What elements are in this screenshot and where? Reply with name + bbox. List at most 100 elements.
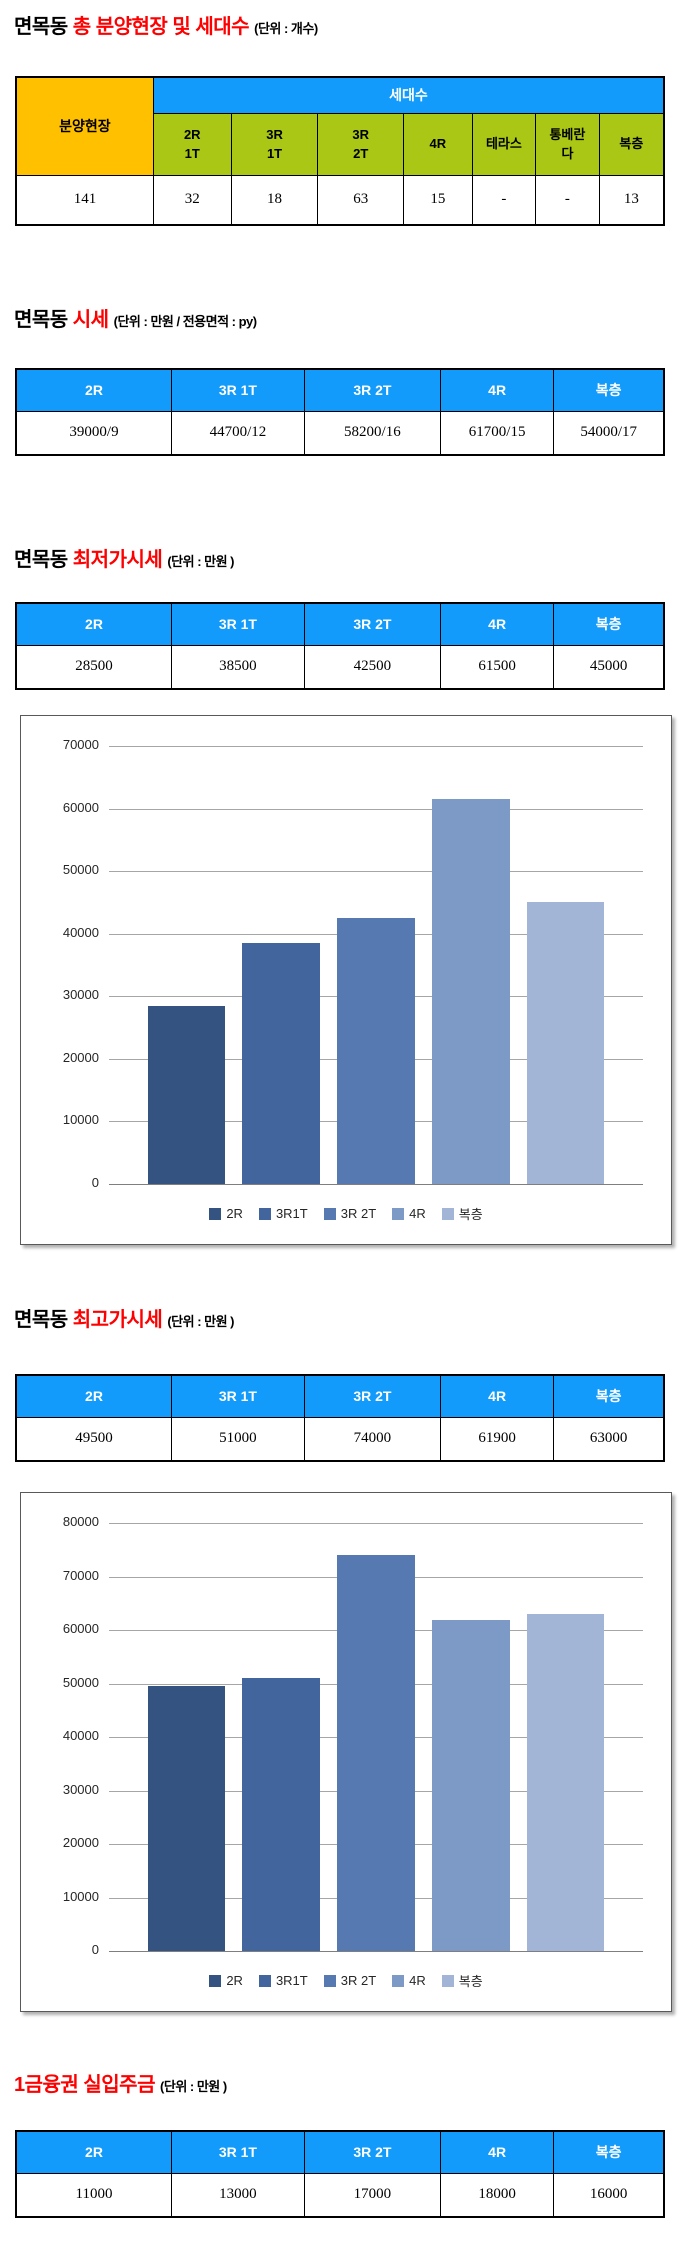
column-header: 통베란 다 <box>535 112 600 176</box>
gridline <box>109 746 643 747</box>
legend-swatch <box>441 1207 454 1220</box>
value-cell: 38500 <box>171 644 305 690</box>
value-cell: 42500 <box>303 644 441 690</box>
y-axis-tick-label: 60000 <box>62 799 99 815</box>
column-header: 복층 <box>553 368 665 412</box>
column-header: 4R <box>439 602 555 646</box>
bar-3R 2T <box>337 1555 415 1951</box>
value-cell: 74000 <box>303 1416 441 1462</box>
section-title-loan: 1금융권 실입주금 (단위 : 만원 ) <box>14 2068 227 2097</box>
legend-swatch <box>258 1974 271 1987</box>
column-header: 3R 1T <box>171 2130 305 2174</box>
bar-4R <box>431 799 510 1184</box>
column-header: 복층 <box>553 602 665 646</box>
y-axis-tick-label: 70000 <box>62 1567 99 1583</box>
value-cell: 45000 <box>553 644 665 690</box>
price-table: 2R 3R 1T 3R 2T 4R 복층 39000/9 44700/12 58… <box>15 368 665 456</box>
section-title-units: 면목동 총 분양현장 및 세대수 (단위 : 개수) <box>14 10 318 39</box>
legend-label: 3R1T <box>275 1206 308 1221</box>
value-cell: 61700/15 <box>439 410 555 456</box>
y-axis-tick-label: 80000 <box>62 1514 99 1529</box>
column-header: 2R <box>15 2130 173 2174</box>
title-prefix: 면목동 <box>14 1309 68 1331</box>
min-price-chart: 0 10000 20000 30000 40000 50000 60000 70000 2R 3R… <box>20 715 672 1245</box>
legend-item-4R: 4R <box>392 1206 426 1221</box>
legend-item-4R: 4R <box>392 1973 426 1988</box>
value-cell: 18 <box>230 174 319 226</box>
x-axis-line <box>109 1951 643 1952</box>
value-cell: 63 <box>317 174 404 226</box>
legend-item-2R: 2R <box>209 1973 243 1988</box>
y-axis-tick-label: 10000 <box>62 1888 99 1904</box>
column-header: 4R <box>439 2130 555 2174</box>
value-cell: 61900 <box>439 1416 555 1462</box>
legend-item-3R1T: 3R1T <box>258 1973 308 1988</box>
bar-3R 2T <box>337 918 415 1184</box>
value-cell: 11000 <box>15 2172 173 2218</box>
column-header: 3R 1T <box>171 1374 305 1418</box>
title-highlight: 최고가시세 <box>72 1309 163 1331</box>
column-header: 4R <box>402 112 473 176</box>
legend-item-2R: 2R <box>209 1206 243 1221</box>
title-highlight: 총 분양현장 및 세대수 <box>72 16 250 38</box>
legend-label: 복층 <box>458 1974 483 1989</box>
row-header-cell: 분양현장 <box>15 76 154 176</box>
column-header: 3R 2T <box>303 1374 441 1418</box>
bar-복층 <box>526 902 605 1184</box>
column-header: 3R 1T <box>230 112 319 176</box>
value-cell: 39000/9 <box>15 410 173 456</box>
legend-label: 4R <box>409 1973 426 1988</box>
value-cell: 58200/16 <box>303 410 441 456</box>
gridline <box>109 808 643 810</box>
legend-label: 복층 <box>458 1207 483 1222</box>
y-axis-tick-label: 70000 <box>62 737 99 752</box>
column-header: 테라스 <box>471 112 537 176</box>
value-cell: - <box>471 174 537 226</box>
column-header: 3R 1T <box>171 602 305 646</box>
title-prefix: 면목동 <box>14 16 68 38</box>
legend-swatch <box>209 1207 222 1220</box>
y-axis-tick-label: 40000 <box>62 1728 99 1743</box>
value-cell: 13 <box>598 174 665 226</box>
bar-2R <box>147 1686 226 1951</box>
value-cell: 63000 <box>553 1416 665 1462</box>
legend-label: 4R <box>409 1206 426 1221</box>
value-cell: 17000 <box>303 2172 441 2218</box>
chart-legend: 2R 3R1T 3R 2T 4R 복층 <box>21 1971 671 1990</box>
section-title-max-price: 면목동 최고가시세 (단위 : 만원 ) <box>14 1303 234 1332</box>
title-prefix: 면목동 <box>14 549 68 571</box>
column-header: 복층 <box>598 112 665 176</box>
legend-label: 2R <box>226 1206 243 1221</box>
column-header: 3R 1T <box>171 368 305 412</box>
chart-legend: 2R 3R1T 3R 2T 4R 복층 <box>21 1204 671 1223</box>
y-axis-tick-label: 60000 <box>62 1621 99 1636</box>
value-cell: 28500 <box>15 644 173 690</box>
column-header: 2R <box>15 1374 173 1418</box>
column-header: 복층 <box>553 2130 665 2174</box>
value-cell: 61500 <box>439 644 555 690</box>
column-header: 2R <box>15 368 173 412</box>
title-prefix: 면목동 <box>14 309 68 331</box>
value-cell: - <box>535 174 600 226</box>
max-price-table: 2R 3R 1T 3R 2T 4R 복층 49500 51000 74000 6… <box>15 1374 665 1462</box>
legend-item-복층: 복층 <box>441 1971 483 1990</box>
y-axis-tick-label: 40000 <box>62 924 99 940</box>
column-header: 2R 1T <box>152 112 232 176</box>
units-table: 분양현장 세대수 2R 1T 3R 1T 3R 2T 4R 테라스 통베란 다 … <box>15 76 665 226</box>
y-axis-tick-label: 30000 <box>62 987 99 1003</box>
value-cell: 13000 <box>171 2172 305 2218</box>
bar-3R1T <box>242 1678 321 1951</box>
loan-table: 2R 3R 1T 3R 2T 4R 복층 11000 13000 17000 1… <box>15 2130 665 2218</box>
value-cell: 54000/17 <box>553 410 665 456</box>
bar-4R <box>431 1619 510 1951</box>
y-axis-tick-label: 0 <box>91 1175 99 1190</box>
y-axis-tick-label: 20000 <box>62 1049 99 1065</box>
column-header: 4R <box>439 1374 555 1418</box>
y-axis-tick-label: 50000 <box>62 862 99 878</box>
title-unit: (단위 : 만원 / 전용면적 : py) <box>113 314 257 329</box>
legend-item-복층: 복층 <box>441 1204 483 1223</box>
max-price-chart: 0 10000 20000 30000 40000 50000 60000 70000 8000… <box>20 1492 672 2012</box>
value-cell: 32 <box>152 174 232 226</box>
column-header: 3R 2T <box>303 368 441 412</box>
y-axis-tick-label: 30000 <box>62 1781 99 1797</box>
